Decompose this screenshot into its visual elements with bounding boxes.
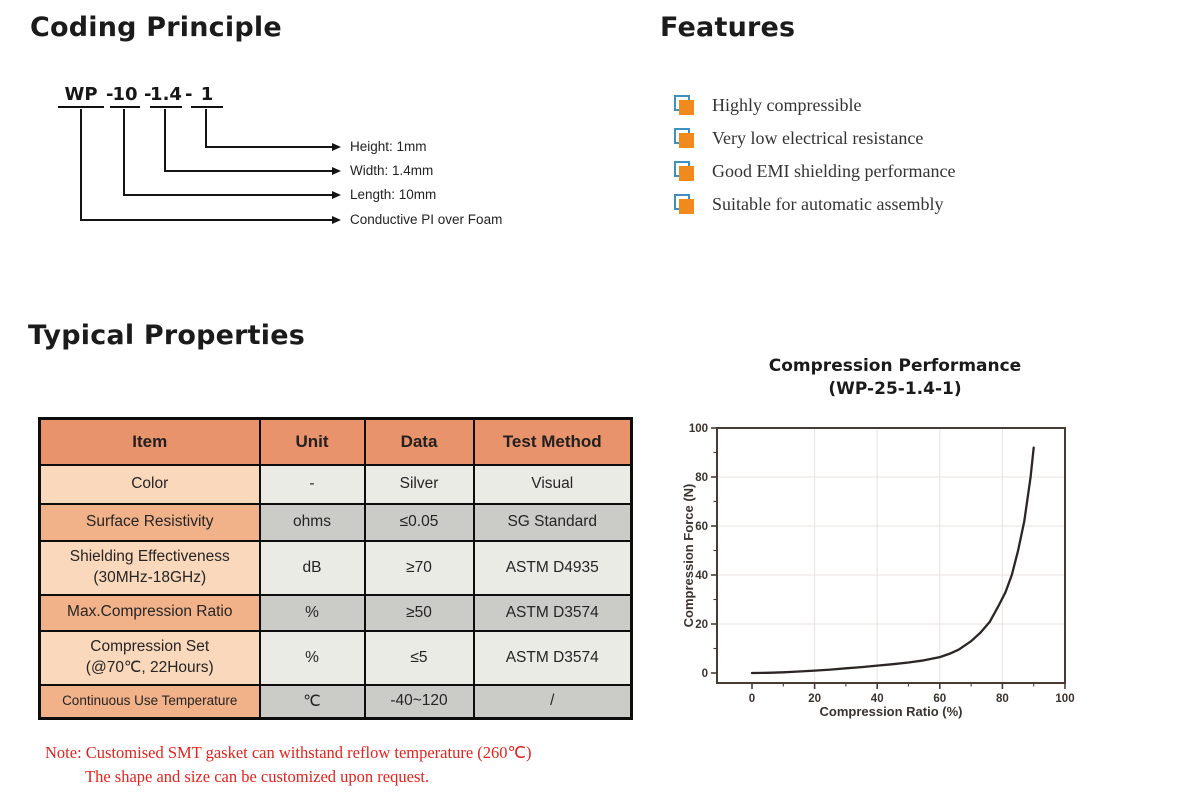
arrow-icon [332, 166, 341, 175]
note-text: Note: Customised SMT gasket can withstan… [45, 741, 532, 789]
table-row: Color - Silver Visual [38, 463, 633, 505]
code-segment-width: 1.4 [150, 84, 182, 108]
compression-performance-chart: 0 20 40 60 80 100 0 20 40 60 80 100 Compression Rati… [681, 423, 1075, 719]
chart-title-line2: (WP-25-1.4-1) [828, 378, 962, 399]
features-list: Highly compressible Very low electrical … [674, 95, 955, 227]
cell-unit: ohms [258, 502, 366, 542]
arrow-icon [332, 190, 341, 199]
cell-unit: - [258, 463, 366, 505]
coding-principle-title: Coding Principle [30, 12, 282, 43]
feature-item: Very low electrical resistance [674, 128, 955, 149]
feature-item: Suitable for automatic assembly [674, 194, 955, 215]
code-label-height: Height: 1mm [350, 139, 427, 154]
cell-item: Max.Compression Ratio [38, 593, 261, 632]
chart-title-line1: Compression Performance [768, 356, 1022, 376]
feature-item: Highly compressible [674, 95, 955, 116]
arrow-icon [332, 142, 341, 151]
code-label-material: Conductive PI over Foam [350, 212, 503, 227]
column-header-item: Item [38, 417, 261, 466]
feature-text: Suitable for automatic assembly [712, 194, 944, 214]
square-bullet-icon [674, 161, 696, 182]
feature-text: Highly compressible [712, 95, 862, 115]
column-header-unit: Unit [258, 417, 366, 466]
connector-line [80, 109, 82, 220]
connector-line [123, 109, 125, 195]
x-tick-label: 40 [871, 693, 884, 705]
code-separator: - [144, 84, 152, 105]
x-axis-label: Compression Ratio (%) [819, 704, 962, 719]
connector-line [80, 219, 332, 221]
code-separator: - [106, 84, 114, 105]
cell-data: ≤5 [363, 629, 475, 686]
connector-line [164, 170, 332, 172]
x-tick-label: 80 [996, 693, 1009, 705]
square-bullet-icon [674, 194, 696, 215]
connector-line [123, 194, 332, 196]
table-row: Max.Compression Ratio % ≥50 ASTM D3574 [38, 593, 633, 632]
connector-line [205, 146, 332, 148]
cell-method: SG Standard [472, 502, 633, 542]
plot-border [716, 427, 1066, 684]
cell-unit: ℃ [258, 683, 366, 720]
x-tick-label: 0 [749, 693, 755, 705]
cell-method: Visual [472, 463, 633, 505]
table-row: Compression Set (@70℃, 22Hours) % ≤5 AST… [38, 629, 633, 686]
cell-method: / [472, 683, 633, 720]
properties-table: Item Unit Data Test Method Color - Silve… [38, 417, 633, 720]
chart-title: Compression Performance (WP-25-1.4-1) [680, 355, 1110, 401]
code-segment-series: WP [58, 84, 104, 108]
typical-properties-title: Typical Properties [28, 320, 306, 351]
y-tick-label: 100 [689, 423, 708, 435]
note-line-1: Note: Customised SMT gasket can withstan… [45, 743, 532, 762]
table-row: Continuous Use Temperature ℃ -40~120 / [38, 683, 633, 720]
feature-text: Good EMI shielding performance [712, 161, 956, 181]
arrow-icon [332, 215, 341, 224]
cell-item: Color [38, 463, 261, 505]
y-tick-label: 0 [702, 668, 708, 680]
connector-line [205, 109, 207, 147]
table-row: Shielding Effectiveness (30MHz-18GHz) dB… [38, 539, 633, 596]
code-label-width: Width: 1.4mm [350, 163, 434, 178]
data-curve [750, 446, 1035, 675]
cell-data: ≥50 [363, 593, 475, 632]
note-line-2: The shape and size can be customized upo… [85, 766, 430, 786]
table-row: Surface Resistivity ohms ≤0.05 SG Standa… [38, 502, 633, 542]
cell-method: ASTM D3574 [472, 593, 633, 632]
cell-data: -40~120 [363, 683, 475, 720]
cell-data: Silver [363, 463, 475, 505]
code-label-length: Length: 10mm [350, 187, 437, 202]
cell-method: ASTM D3574 [472, 629, 633, 686]
square-bullet-icon [674, 128, 696, 149]
feature-item: Good EMI shielding performance [674, 161, 955, 182]
y-tick-label: 20 [695, 619, 708, 631]
cell-unit: dB [258, 539, 366, 596]
square-bullet-icon [674, 95, 696, 116]
cell-data: ≤0.05 [363, 502, 475, 542]
y-axis-label: Compression Force (N) [681, 484, 696, 628]
x-tick-label: 100 [1055, 693, 1074, 705]
column-header-data: Data [363, 417, 475, 466]
cell-item: Compression Set (@70℃, 22Hours) [38, 629, 261, 686]
code-segment-length: 10 [110, 84, 140, 108]
cell-item: Surface Resistivity [38, 502, 261, 542]
table-header-row: Item Unit Data Test Method [38, 417, 633, 466]
y-tick-label: 40 [695, 570, 708, 582]
code-separator: - [185, 84, 193, 105]
cell-method: ASTM D4935 [472, 539, 633, 596]
x-tick-label: 60 [933, 693, 946, 705]
code-segment-height: 1 [191, 84, 223, 108]
cell-unit: % [258, 629, 366, 686]
cell-item: Continuous Use Temperature [38, 683, 261, 720]
cell-unit: % [258, 593, 366, 632]
feature-text: Very low electrical resistance [712, 128, 924, 148]
y-tick-label: 80 [695, 472, 708, 484]
y-tick-label: 60 [695, 521, 708, 533]
cell-data: ≥70 [363, 539, 475, 596]
features-title: Features [660, 12, 796, 43]
column-header-method: Test Method [472, 417, 633, 466]
connector-line [164, 109, 166, 171]
x-tick-label: 20 [808, 693, 821, 705]
cell-item: Shielding Effectiveness (30MHz-18GHz) [38, 539, 261, 596]
